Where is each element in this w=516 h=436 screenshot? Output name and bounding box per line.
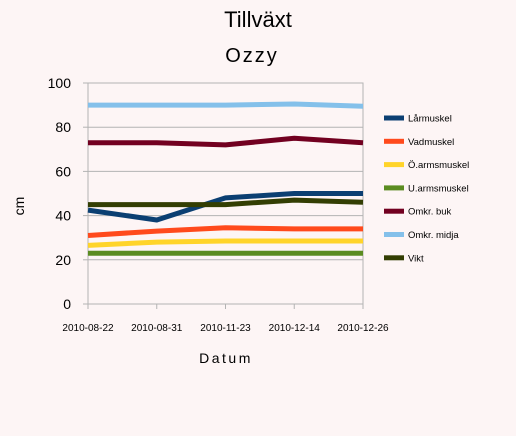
x-tick-label: 2010-11-23 (200, 323, 251, 334)
y-tick-label: 100 (48, 75, 72, 91)
x-tick-label: 2010-12-14 (269, 323, 321, 334)
legend-swatch (384, 255, 404, 261)
series-line (88, 135, 364, 148)
y-tick-label: 80 (55, 119, 71, 135)
series-line (87, 238, 363, 248)
legend-swatch (384, 115, 404, 121)
chart-title: Tillväxt (224, 7, 292, 32)
y-tick-labels: 0 20 40 60 80 100 (48, 75, 72, 312)
legend-swatch (384, 138, 404, 144)
y-tick-label: 20 (55, 252, 71, 268)
legend-label: Lårmuskel (408, 114, 452, 125)
series-lines (87, 101, 364, 256)
legend-swatch (384, 232, 404, 237)
series-line (87, 191, 363, 223)
x-axis-label: Datum (199, 350, 253, 366)
legend-label: U.armsmuskel (408, 183, 469, 194)
chart-subtitle: Ozzy (225, 45, 279, 67)
legend-label: Omkr. buk (408, 207, 452, 218)
legend-label: Omkr. midja (408, 230, 459, 241)
legend-label: Vikt (408, 253, 424, 264)
series-line (88, 197, 364, 208)
legend-swatch (384, 162, 404, 168)
y-axis-label: cm (11, 197, 27, 216)
x-tick-label: 2010-08-31 (131, 323, 183, 334)
legend-swatch (384, 208, 404, 214)
y-tick-label: 0 (63, 296, 71, 312)
legend-label: Ö.armsmuskel (408, 160, 469, 171)
x-tick-label: 2010-12-26 (337, 323, 389, 334)
y-tick-label: 40 (55, 208, 71, 224)
legend-swatch (384, 185, 404, 191)
y-tick-label: 60 (55, 163, 71, 179)
legend-label: Vadmuskel (408, 137, 454, 148)
series-line (87, 225, 363, 238)
series-line (88, 101, 364, 109)
legend: Lårmuskel Vadmuskel Ö.armsmuskel U.armsmusk… (384, 114, 469, 264)
x-tick-label: 2010-08-22 (62, 323, 114, 334)
x-tick-labels: 2010-08-22 2010-08-31 2010-11-23 2010-12-14… (62, 304, 389, 334)
